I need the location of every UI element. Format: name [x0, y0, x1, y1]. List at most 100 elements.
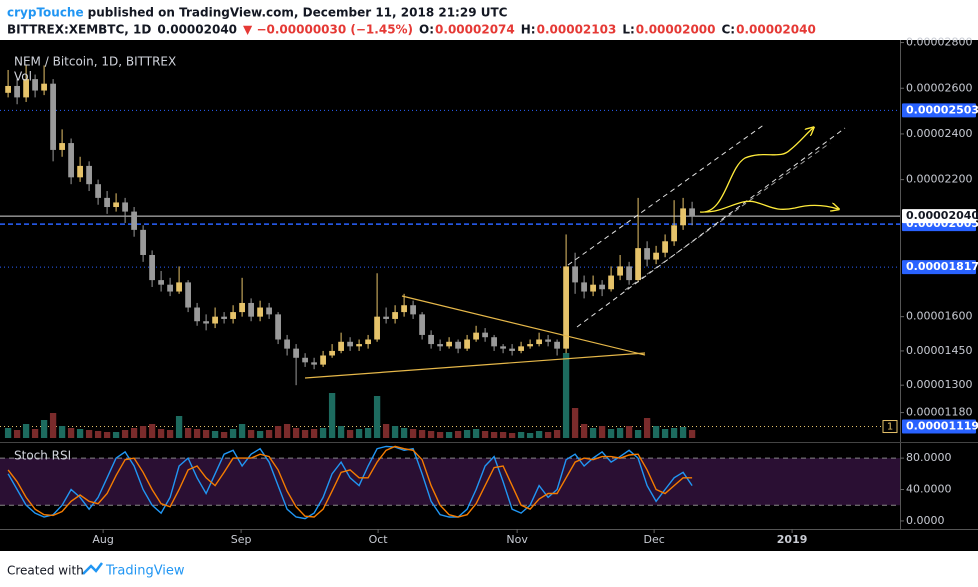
candle-body: [374, 316, 380, 340]
stoch-line: [7, 445, 693, 520]
candle-body: [383, 316, 389, 319]
candle-body: [500, 346, 506, 349]
candle-body: [311, 362, 317, 365]
candle-body: [113, 202, 119, 208]
candle-body: [428, 334, 434, 345]
volume-bar: [490, 432, 498, 438]
footer-brand: TradingView: [105, 564, 185, 579]
candle-body: [491, 337, 497, 347]
y-tick-label: 0.00001450: [906, 344, 972, 357]
volume-bar: [166, 430, 174, 438]
ohlc-key: L:: [622, 23, 634, 37]
candle-body: [194, 307, 200, 322]
candle-body: [545, 339, 551, 342]
volume-bar: [76, 429, 84, 438]
volume-bar: [4, 428, 12, 438]
candle-body: [275, 314, 281, 340]
candle-body: [212, 316, 218, 324]
candle-body: [14, 85, 20, 98]
candle-body: [392, 312, 398, 319]
stoch-y-tick-label: 80.0000: [906, 451, 952, 464]
candle-body: [581, 282, 587, 292]
candle-body: [266, 307, 272, 315]
volume-bar: [454, 431, 462, 438]
volume-bar: [499, 432, 507, 438]
volume-bar: [211, 431, 219, 438]
volume-bar: [688, 430, 696, 438]
triangle-lower: [304, 352, 646, 379]
price-line-label: 0.00002503: [906, 103, 978, 116]
y-tick-label: 0.00001300: [906, 378, 972, 391]
candle-body: [536, 339, 542, 345]
volume-bar: [652, 426, 660, 438]
y-tick-label: 0.00002800: [906, 36, 972, 49]
x-tick-label: Aug: [92, 533, 113, 546]
y-tick-label: 0.00002400: [906, 127, 972, 140]
candle-body: [437, 344, 443, 347]
volume-bar: [643, 418, 651, 438]
volume: [4, 353, 696, 438]
volume-bar: [238, 424, 246, 438]
volume-bar: [517, 432, 525, 438]
candle-body: [320, 355, 326, 365]
volume-bar: [103, 432, 111, 438]
candle-body: [176, 282, 182, 292]
candle-body: [671, 225, 677, 242]
volume-bar: [544, 432, 552, 438]
candle-body: [509, 348, 515, 351]
volume-bar: [562, 353, 570, 438]
volume-bar: [220, 432, 228, 438]
volume-bar: [202, 430, 210, 438]
candle-body: [329, 350, 335, 356]
candle-body: [473, 332, 479, 340]
candle-body: [365, 339, 371, 345]
volume-bar: [193, 429, 201, 438]
price-line-box: [902, 260, 976, 275]
candle-body: [257, 307, 263, 317]
ohlc-key: O:: [419, 23, 434, 37]
volume-bar: [274, 426, 282, 438]
candle-body: [419, 314, 425, 335]
candle-body: [527, 344, 533, 347]
candle-body: [122, 202, 128, 212]
volume-bar: [256, 431, 264, 438]
candle-body: [689, 208, 695, 217]
candle-body: [464, 339, 470, 349]
channel-lower: [576, 127, 846, 328]
candle-body: [410, 305, 416, 315]
candle-body: [455, 341, 461, 349]
volume-bar: [634, 430, 642, 438]
volume-bar: [58, 426, 66, 438]
candle-body: [401, 305, 407, 313]
footer: Created with TradingView: [7, 562, 185, 579]
candle-body: [356, 344, 362, 347]
volume-bar: [616, 428, 624, 438]
candle-body: [23, 79, 29, 98]
volume-bar: [418, 430, 426, 438]
ohlc-value: 0.00002040: [736, 23, 816, 37]
candle-body: [131, 211, 137, 230]
candle-body: [41, 83, 47, 91]
y-tick-label: 0.00002200: [906, 173, 972, 186]
price-line-box: [902, 209, 976, 224]
candles: [5, 65, 695, 386]
x-tick-label: Dec: [643, 533, 664, 546]
price-line-label: 0.00001119: [906, 420, 978, 433]
volume-bar: [382, 424, 390, 438]
alert-label: 1: [887, 422, 893, 433]
candle-body: [617, 266, 623, 276]
candle-body: [680, 208, 686, 226]
candle-body: [248, 302, 254, 317]
volume-bar: [328, 393, 336, 438]
y-tick-label: 0.00001600: [906, 310, 972, 323]
candle-body: [5, 85, 11, 93]
volume-bar: [481, 431, 489, 438]
ohlc-value: 0.00002000: [636, 23, 716, 37]
volume-bar: [535, 431, 543, 438]
volume-bar: [31, 429, 39, 438]
stoch-band-fill: [0, 458, 900, 506]
stoch-y-tick-label: 40.0000: [906, 483, 952, 496]
price-line-box: [902, 419, 976, 434]
candle-body: [185, 282, 191, 308]
candle-body: [482, 332, 488, 338]
